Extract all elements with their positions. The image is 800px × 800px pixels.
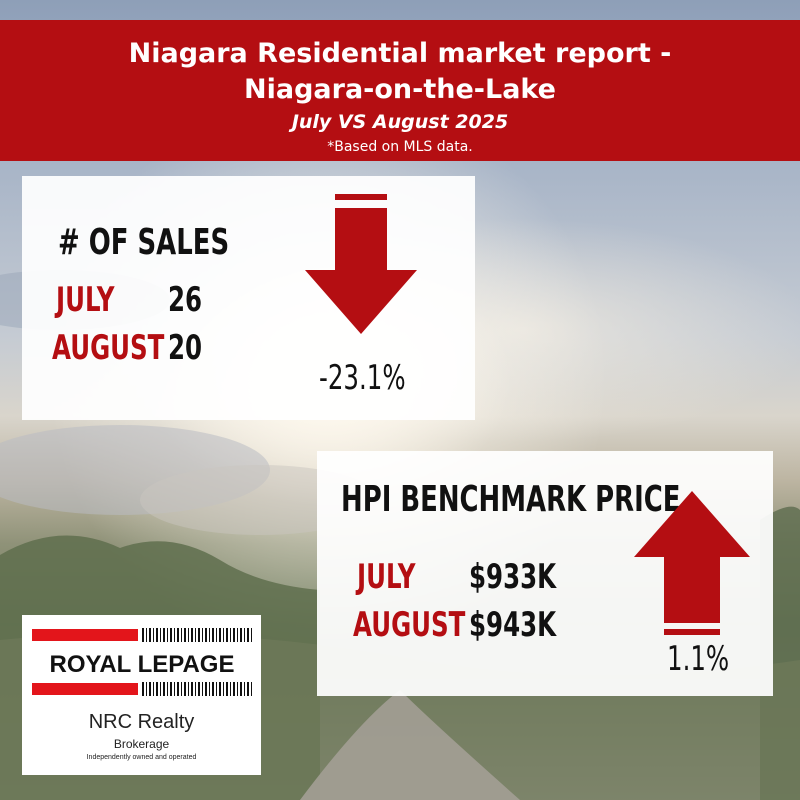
- logo-red-bar-top: [32, 629, 138, 641]
- report-title-line1: Niagara Residential market report -: [128, 38, 672, 69]
- down-arrow-icon: [305, 194, 417, 334]
- logo-red-bar-bottom: [32, 683, 138, 695]
- logo-barcode-bottom: [142, 682, 254, 696]
- logo-barcode-top: [142, 628, 254, 642]
- data-source-note: *Based on MLS data.: [327, 139, 473, 155]
- sales-heading: # OF SALES: [58, 222, 230, 263]
- hpi-month-july: JULY: [357, 557, 416, 597]
- up-arrow-icon: [634, 491, 750, 635]
- sales-month-august: AUGUST: [52, 328, 165, 368]
- report-header: Niagara Residential market report - Niag…: [0, 20, 800, 161]
- logo-company-name: NRC Realty: [88, 711, 195, 733]
- sales-month-july: JULY: [56, 280, 115, 320]
- hpi-card: HPI BENCHMARK PRICE JULY $933K AUGUST $9…: [317, 451, 773, 696]
- report-title-line2: Niagara-on-the-Lake: [244, 74, 556, 105]
- hpi-value-august: $943K: [469, 605, 557, 645]
- sales-card: # OF SALES JULY 26 AUGUST 20 -23.1%: [22, 176, 475, 420]
- logo-tagline: Independently owned and operated: [86, 754, 197, 761]
- sales-change-percent: -23.1%: [319, 358, 406, 398]
- sales-value-august: 20: [168, 328, 203, 368]
- hpi-month-august: AUGUST: [353, 605, 466, 645]
- logo-brand-name: ROYAL LEPAGE: [49, 651, 235, 678]
- logo-brokerage: Brokerage: [113, 737, 170, 751]
- hpi-change-percent: 1.1%: [667, 639, 730, 679]
- report-period: July VS August 2025: [291, 111, 509, 133]
- sales-value-july: 26: [168, 280, 203, 320]
- hpi-heading: HPI BENCHMARK PRICE: [341, 479, 681, 520]
- royal-lepage-logo: ROYAL LEPAGE NRC Realty Brokerage Indepe…: [22, 615, 261, 775]
- hpi-value-july: $933K: [469, 557, 557, 597]
